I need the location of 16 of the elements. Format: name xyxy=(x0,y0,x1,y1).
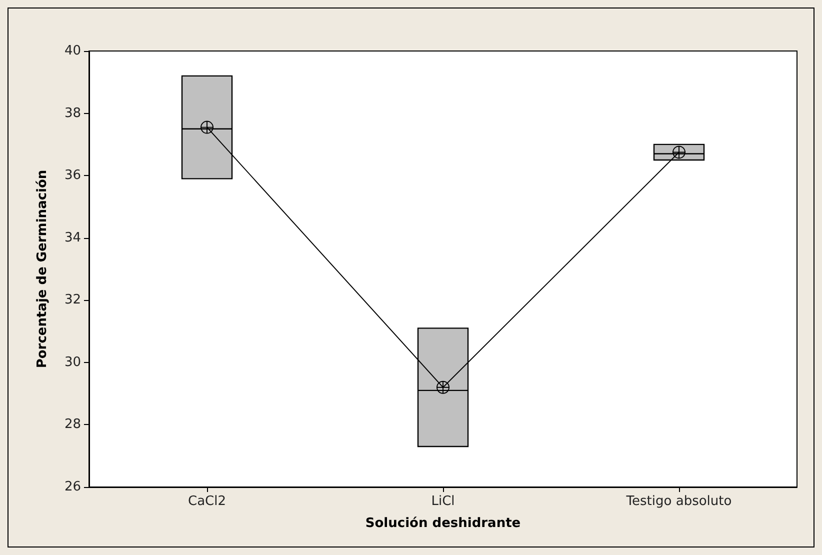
y-axis-title: Porcentaje de Germinación xyxy=(35,170,50,368)
y-tick-label: 30 xyxy=(64,354,81,370)
y-tick-label: 26 xyxy=(64,480,81,494)
x-tick-label: Testigo absoluto xyxy=(625,494,732,509)
y-tick-label: 40 xyxy=(64,44,81,58)
point xyxy=(672,146,686,159)
point xyxy=(200,120,214,134)
y-tick-label: 38 xyxy=(64,106,81,121)
y-tick-label: 28 xyxy=(64,417,81,432)
x-tick-label: LiCl xyxy=(431,494,455,509)
y-tick-label: 34 xyxy=(64,230,81,246)
y-tick-label: 32 xyxy=(64,292,81,308)
x-tick-label: CaCl2 xyxy=(188,494,226,509)
x-axis-title: Solución deshidrante xyxy=(365,516,521,531)
y-tick-label: 36 xyxy=(64,168,81,184)
point xyxy=(436,380,450,394)
